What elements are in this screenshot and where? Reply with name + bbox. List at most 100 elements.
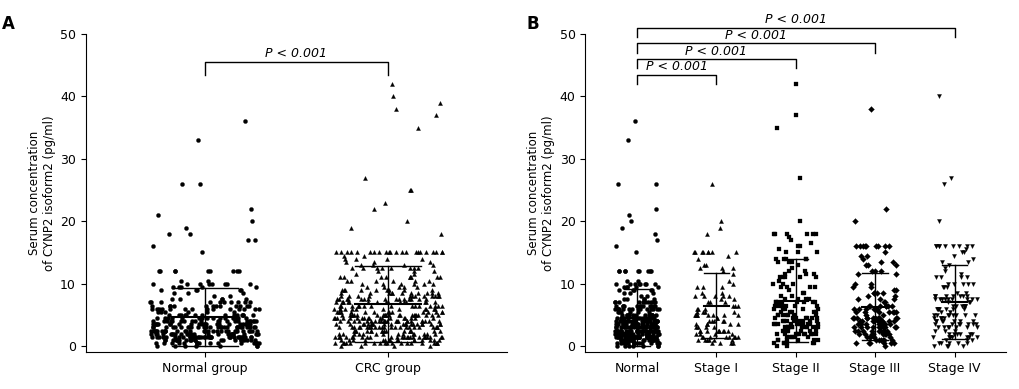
Point	[398, 321, 415, 328]
Point	[786, 318, 802, 324]
Point	[782, 237, 798, 243]
Point	[151, 268, 167, 274]
Point	[226, 337, 243, 343]
Point	[608, 321, 625, 328]
Point	[357, 309, 373, 315]
Point	[869, 315, 886, 321]
Point	[805, 271, 821, 277]
Point	[616, 334, 633, 340]
Point	[619, 324, 635, 331]
Point	[411, 296, 427, 302]
Point	[395, 328, 412, 334]
Point	[419, 331, 435, 337]
Point	[961, 331, 977, 337]
Point	[764, 306, 781, 312]
Point	[772, 309, 789, 315]
Point	[620, 137, 636, 143]
Point	[183, 321, 200, 328]
Point	[699, 321, 715, 328]
Point	[766, 256, 783, 262]
Point	[363, 328, 379, 334]
Point	[430, 290, 446, 296]
Point	[173, 331, 190, 337]
Point	[427, 306, 443, 312]
Point	[871, 296, 888, 302]
Point	[424, 312, 440, 318]
Point	[606, 328, 623, 334]
Point	[193, 318, 209, 324]
Point	[846, 328, 862, 334]
Point	[705, 318, 721, 324]
Point	[609, 309, 626, 315]
Point	[611, 331, 628, 337]
Point	[621, 337, 637, 343]
Point	[417, 299, 433, 305]
Point	[608, 328, 625, 334]
Point	[200, 277, 216, 284]
Point	[775, 296, 792, 302]
Point	[388, 318, 405, 324]
Point	[401, 274, 418, 280]
Text: P < 0.001: P < 0.001	[725, 29, 787, 42]
Point	[875, 321, 892, 328]
Point	[649, 340, 665, 346]
Point	[648, 324, 664, 331]
Point	[613, 321, 630, 328]
Point	[858, 252, 874, 259]
Point	[229, 334, 246, 340]
Point	[403, 315, 419, 321]
Point	[798, 231, 814, 237]
Point	[353, 296, 369, 302]
Point	[776, 324, 793, 331]
Point	[925, 343, 942, 349]
Point	[150, 321, 166, 328]
Point	[162, 302, 178, 308]
Point	[640, 318, 656, 324]
Point	[240, 321, 257, 328]
Point	[799, 321, 815, 328]
Point	[609, 334, 626, 340]
Point	[938, 324, 955, 331]
Point	[403, 321, 419, 328]
Point	[221, 331, 237, 337]
Point	[395, 296, 412, 302]
Point	[686, 249, 702, 256]
Point	[638, 321, 654, 328]
Point	[634, 318, 650, 324]
Point	[649, 331, 665, 337]
Point	[774, 312, 791, 318]
Point	[940, 280, 956, 287]
Point	[172, 277, 189, 284]
Point	[794, 318, 810, 324]
Point	[875, 337, 892, 343]
Point	[198, 324, 214, 331]
Text: B: B	[526, 15, 538, 33]
Point	[381, 315, 397, 321]
Point	[210, 324, 226, 331]
Point	[632, 306, 648, 312]
Point	[616, 337, 633, 343]
Point	[223, 331, 239, 337]
Point	[852, 321, 868, 328]
Point	[632, 302, 648, 308]
Point	[776, 340, 793, 346]
Point	[779, 337, 795, 343]
Point	[936, 306, 953, 312]
Point	[689, 337, 705, 343]
Point	[794, 306, 810, 312]
Point	[233, 287, 250, 293]
Point	[646, 231, 662, 237]
Point	[781, 287, 797, 293]
Point	[383, 340, 399, 346]
Point	[929, 306, 946, 312]
Point	[644, 299, 660, 305]
Point	[856, 309, 872, 315]
Point	[798, 324, 814, 331]
Point	[624, 331, 640, 337]
Point	[621, 331, 637, 337]
Point	[869, 243, 886, 249]
Point	[964, 256, 980, 262]
Point	[345, 318, 362, 324]
Point	[153, 299, 169, 305]
Point	[383, 309, 399, 315]
